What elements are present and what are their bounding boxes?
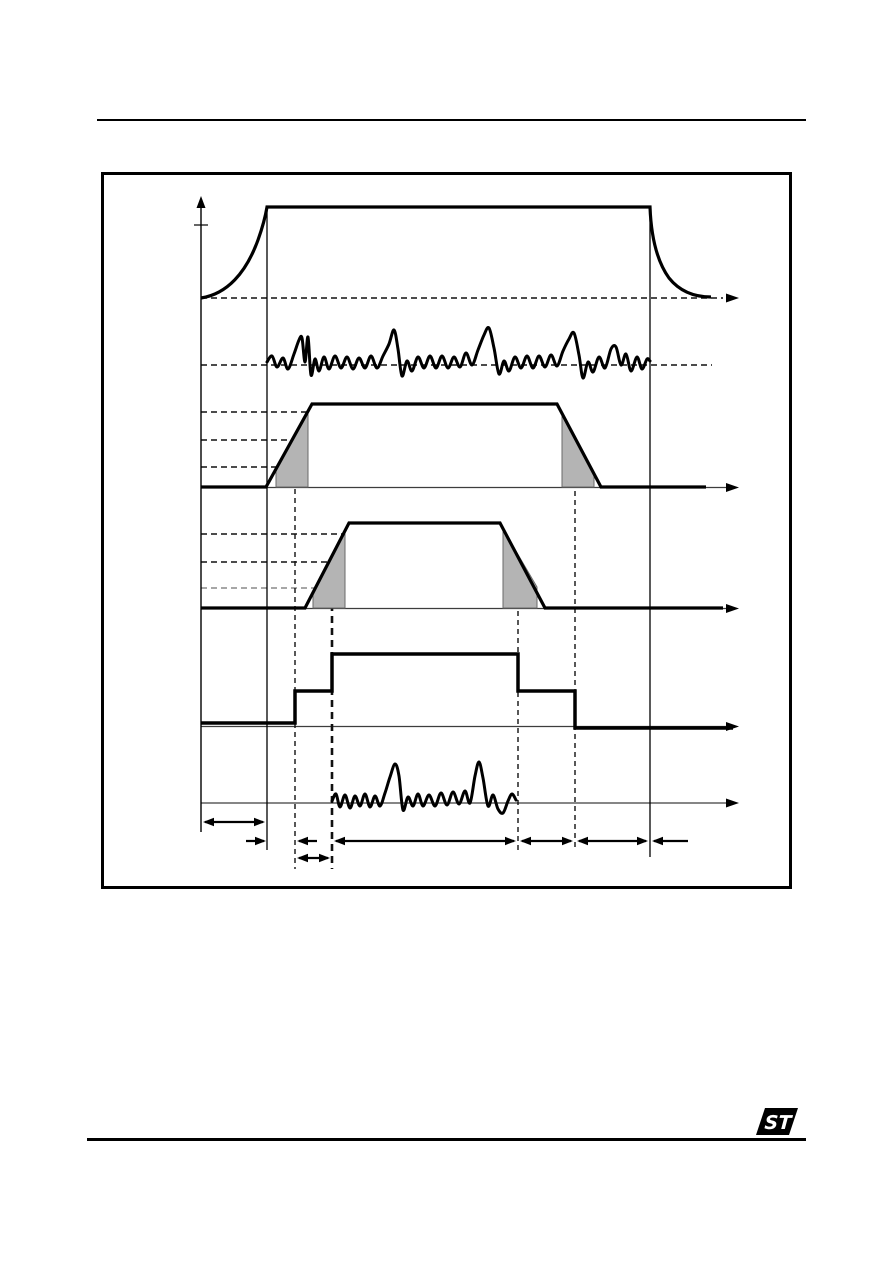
dimension-arrow-right-5 xyxy=(637,836,648,846)
header-rule xyxy=(97,119,806,121)
signal-axis-arrow-0 xyxy=(726,483,739,492)
signal-axis-arrow-1 xyxy=(726,604,739,613)
dimension-arrow-left-3 xyxy=(334,836,345,846)
timing-diagram-svg xyxy=(101,172,792,889)
figure-border xyxy=(101,172,792,889)
st-logo-shape xyxy=(756,1108,798,1135)
dimension-arrow-left-4 xyxy=(520,836,531,846)
dimension-arrow-left-2 xyxy=(297,836,308,846)
dimension-arrow-left-6 xyxy=(652,836,663,846)
noise-waveform xyxy=(265,326,652,380)
dimension-arrow-left-5 xyxy=(577,836,588,846)
dimension-arrow-left-0 xyxy=(203,817,214,827)
timing-diagram-figure xyxy=(101,172,792,889)
st-logo-icon: ST xyxy=(753,1103,801,1139)
st-logo-svg: ST xyxy=(756,1108,798,1135)
dimension-arrow-left-7 xyxy=(297,853,308,863)
st-logo-glyph: ST xyxy=(764,1112,794,1134)
dimension-arrow-right-1 xyxy=(255,836,266,846)
dimension-arrow-right-7 xyxy=(319,853,330,863)
trapezoid-waveform-a xyxy=(201,402,706,489)
signal-axis-arrow-3 xyxy=(726,798,739,808)
dimension-arrow-right-4 xyxy=(562,836,573,846)
noise-burst-waveform xyxy=(330,760,518,815)
trapezoid-waveform-b xyxy=(201,521,723,610)
exp-rise-plateau-waveform xyxy=(200,205,712,300)
y-axis-arrow xyxy=(196,196,206,208)
dashed-axis-arrow-0 xyxy=(726,293,739,303)
step-waveform xyxy=(201,652,733,730)
dimension-arrow-right-3 xyxy=(505,836,516,846)
fall-shade-b xyxy=(502,527,538,609)
footer-rule xyxy=(87,1138,806,1141)
dimension-arrow-right-0 xyxy=(254,817,265,827)
